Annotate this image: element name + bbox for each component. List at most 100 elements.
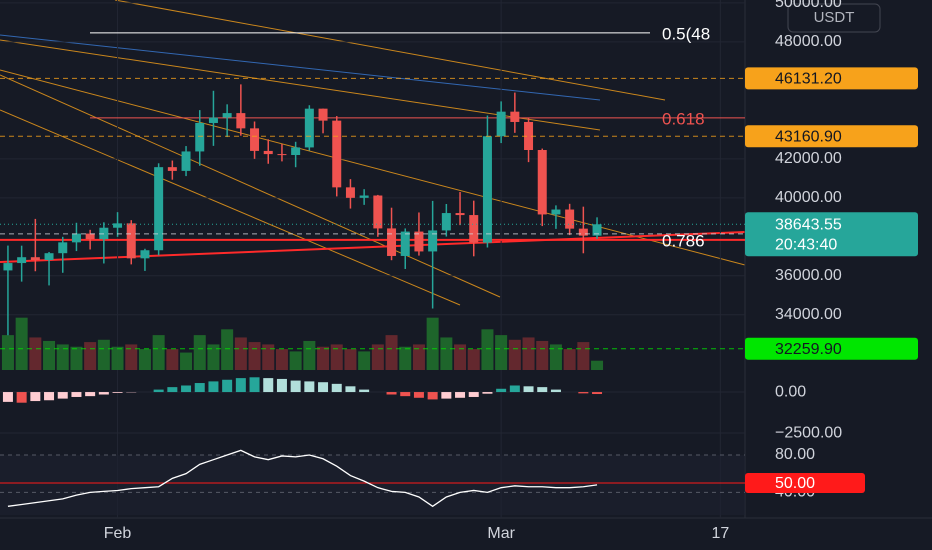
volume-bar [180,352,193,370]
candle-body [277,154,287,156]
y-tick-label: 36000.00 [775,267,842,284]
candle-body [428,230,438,252]
volume-bar [1,335,14,370]
macd-bar [455,392,466,398]
macd-bar [235,378,246,393]
candle-body [291,147,301,156]
macd-bar [468,392,479,397]
price-label: 43160.90 [775,128,842,145]
candle-body [455,213,465,216]
volume-bar [330,344,343,370]
volume-bar [262,344,275,370]
candle-body [524,121,534,151]
y-tick-label: 40000.00 [775,189,842,206]
support-line [0,231,746,263]
candle-body [482,136,492,243]
macd-bar [413,392,424,398]
candle-body [345,187,355,198]
candle-body [167,167,177,171]
candle-body [332,120,342,188]
candle-body [140,250,150,259]
volume-bar [508,339,521,370]
macd-bar [427,392,438,400]
volume-bar [166,349,179,370]
y-tick-label: 48000.00 [775,33,842,50]
candle-body [58,242,68,254]
macd-bar [523,386,534,393]
volume-bar [440,337,453,370]
macd-bar [208,381,219,393]
macd-bar [263,378,274,393]
trend-lines [0,0,746,306]
macd-bar [359,389,370,393]
macd-bar [153,389,164,393]
rsi-level-label: 50.00 [775,475,815,492]
volume-bar [56,344,69,370]
macd-bar [578,392,589,394]
candle-body [263,150,273,155]
price-label-box [745,337,918,360]
macd-bar [290,380,301,393]
macd-bar [482,392,493,394]
x-tick-label: Mar [487,525,515,542]
macd-bar [98,392,109,395]
volume-bar [70,346,83,370]
macd-tick-label: −2500.00 [775,424,842,441]
macd-bar [57,392,68,399]
volume-bar [111,346,124,370]
candle-body [195,122,205,152]
macd-bar [71,392,82,397]
x-tick-label: Feb [104,525,132,542]
fib-label: 0.618 [662,109,705,128]
candle-body [441,213,451,231]
volume-bar [43,340,56,370]
volume-bar [399,346,412,370]
volume-bar [536,340,549,370]
volume-bar [221,329,234,370]
volume-bar [426,317,439,370]
volume-bar [467,349,480,370]
price-label-box [745,125,918,148]
candle-body [578,228,588,236]
volume-bar [563,349,576,370]
currency-label[interactable]: USDT [814,9,855,26]
fib-label: 0.786 [662,231,705,250]
candle-body [222,113,232,118]
macd-bar [592,392,603,395]
volume-bar [371,344,384,370]
candle-body [400,231,410,256]
trend-line [114,0,666,101]
macd-bar [386,392,397,395]
volume-bar [248,342,261,370]
candle-body [565,209,575,229]
volume-bar [125,344,138,370]
volume-bar [522,337,535,370]
macd-bar [222,379,233,393]
candle-body [30,257,40,261]
volume-bar [207,344,220,370]
candle-body [373,195,383,229]
candle-body [236,113,246,129]
candle-body [17,257,27,264]
y-tick-label: 42000.00 [775,150,842,167]
rsi-line [7,449,598,508]
volume-bar [344,349,357,370]
x-tick-label: 17 [711,525,729,542]
macd-bar [44,392,55,401]
volume-bar [97,339,110,370]
candle-body [318,108,328,121]
moving-average [0,34,601,101]
macd-bar [509,385,520,393]
macd-bar [112,392,123,393]
candle-body [537,150,547,215]
volume-bar [317,346,330,370]
macd-bar [496,388,507,393]
macd-bar [85,392,96,397]
candle-body [113,223,123,228]
macd-bar [194,383,205,393]
macd-bar [331,383,342,393]
currency-box[interactable] [787,3,881,33]
last-price-label: 38643.55 [775,216,842,233]
volume-bar [15,317,28,370]
candle-body [126,223,136,259]
